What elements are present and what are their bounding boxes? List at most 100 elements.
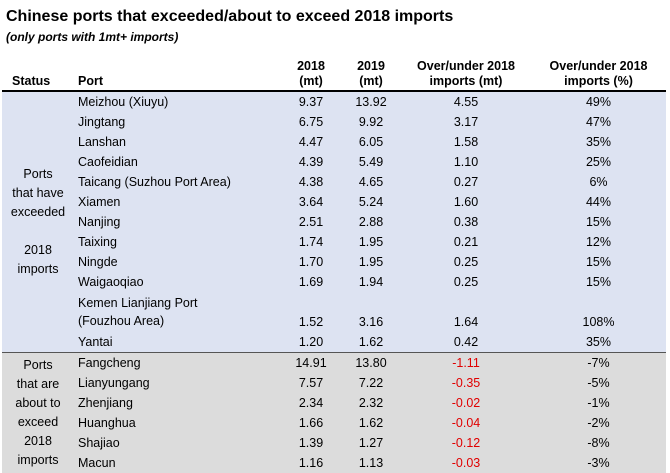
value-2019-cell: 1.13 bbox=[341, 453, 401, 473]
header-over-mt: Over/under 2018 imports (mt) bbox=[401, 58, 531, 91]
value-2018-cell: 1.70 bbox=[281, 252, 341, 272]
over-under-mt-cell: 0.38 bbox=[401, 212, 531, 232]
group-about-to-exceed: Ports that are about to exceed 2018 impo… bbox=[2, 353, 666, 473]
port-name-cell: Fangcheng bbox=[74, 353, 281, 374]
value-2018-cell: 4.47 bbox=[281, 132, 341, 152]
over-under-pct-cell: -8% bbox=[531, 433, 666, 453]
value-2019-cell: 4.65 bbox=[341, 172, 401, 192]
over-under-mt-cell: -0.03 bbox=[401, 453, 531, 473]
over-under-pct-cell: 25% bbox=[531, 152, 666, 172]
value-2018-cell: 2.51 bbox=[281, 212, 341, 232]
over-under-mt-cell: 1.64 bbox=[401, 292, 531, 332]
port-name-cell: Ningde bbox=[74, 252, 281, 272]
value-2019-cell: 1.62 bbox=[341, 413, 401, 433]
value-2018-cell: 6.75 bbox=[281, 112, 341, 132]
value-2019-cell: 2.32 bbox=[341, 393, 401, 413]
ports-table: Status Port 2018 (mt) 2019 (mt) Over/und… bbox=[2, 58, 666, 473]
over-under-mt-cell: -0.04 bbox=[401, 413, 531, 433]
over-under-pct-cell: -5% bbox=[531, 373, 666, 393]
port-name-cell: Macun bbox=[74, 453, 281, 473]
value-2018-cell: 9.37 bbox=[281, 91, 341, 112]
over-under-pct-cell: 49% bbox=[531, 91, 666, 112]
table-header: Status Port 2018 (mt) 2019 (mt) Over/und… bbox=[2, 58, 666, 91]
value-2019-cell: 1.95 bbox=[341, 232, 401, 252]
over-under-pct-cell: 44% bbox=[531, 192, 666, 212]
value-2019-cell: 5.24 bbox=[341, 192, 401, 212]
port-name-cell: Lanshan bbox=[74, 132, 281, 152]
status-label: Ports that are about to exceed 2018 impo… bbox=[15, 358, 60, 467]
over-under-pct-cell: -2% bbox=[531, 413, 666, 433]
table-row: Ports that are about to exceed 2018 impo… bbox=[2, 353, 666, 374]
header-row: Status Port 2018 (mt) 2019 (mt) Over/und… bbox=[2, 58, 666, 91]
port-name-cell: Lianyungang bbox=[74, 373, 281, 393]
over-under-mt-cell: 0.25 bbox=[401, 252, 531, 272]
over-under-pct-cell: 35% bbox=[531, 332, 666, 353]
value-2019-cell: 1.94 bbox=[341, 272, 401, 292]
value-2019-cell: 13.80 bbox=[341, 353, 401, 374]
page-subtitle: (only ports with 1mt+ imports) bbox=[6, 30, 178, 44]
value-2019-cell: 1.62 bbox=[341, 332, 401, 353]
over-under-pct-cell: -3% bbox=[531, 453, 666, 473]
over-under-mt-cell: 0.21 bbox=[401, 232, 531, 252]
value-2019-cell: 9.92 bbox=[341, 112, 401, 132]
header-2018: 2018 (mt) bbox=[281, 58, 341, 91]
value-2018-cell: 7.57 bbox=[281, 373, 341, 393]
over-under-pct-cell: 15% bbox=[531, 252, 666, 272]
status-cell: Ports that have exceeded 2018 imports bbox=[2, 91, 74, 353]
status-label: Ports that have exceeded 2018 imports bbox=[11, 167, 65, 276]
port-name-cell: Meizhou (Xiuyu) bbox=[74, 91, 281, 112]
page-title: Chinese ports that exceeded/about to exc… bbox=[6, 8, 453, 26]
value-2019-cell: 2.88 bbox=[341, 212, 401, 232]
over-under-pct-cell: 35% bbox=[531, 132, 666, 152]
over-under-mt-cell: 0.25 bbox=[401, 272, 531, 292]
group-exceeded: Ports that have exceeded 2018 imports Mei… bbox=[2, 91, 666, 353]
status-cell: Ports that are about to exceed 2018 impo… bbox=[2, 353, 74, 473]
value-2019-cell: 1.27 bbox=[341, 433, 401, 453]
header-status: Status bbox=[2, 58, 74, 91]
value-2018-cell: 3.64 bbox=[281, 192, 341, 212]
value-2018-cell: 1.66 bbox=[281, 413, 341, 433]
port-name-cell: Taixing bbox=[74, 232, 281, 252]
over-under-pct-cell: 47% bbox=[531, 112, 666, 132]
over-under-mt-cell: -1.11 bbox=[401, 353, 531, 374]
port-name-cell: Kemen Lianjiang Port (Fouzhou Area) bbox=[74, 292, 281, 332]
value-2019-cell: 1.95 bbox=[341, 252, 401, 272]
over-under-pct-cell: 15% bbox=[531, 272, 666, 292]
value-2018-cell: 1.16 bbox=[281, 453, 341, 473]
value-2018-cell: 1.69 bbox=[281, 272, 341, 292]
over-under-mt-cell: 1.60 bbox=[401, 192, 531, 212]
over-under-mt-cell: 0.27 bbox=[401, 172, 531, 192]
header-2019: 2019 (mt) bbox=[341, 58, 401, 91]
port-name-cell: Waigaoqiao bbox=[74, 272, 281, 292]
header-port: Port bbox=[74, 58, 281, 91]
value-2019-cell: 7.22 bbox=[341, 373, 401, 393]
over-under-pct-cell: -1% bbox=[531, 393, 666, 413]
value-2018-cell: 14.91 bbox=[281, 353, 341, 374]
port-name-cell: Jingtang bbox=[74, 112, 281, 132]
over-under-pct-cell: 108% bbox=[531, 292, 666, 332]
over-under-mt-cell: -0.35 bbox=[401, 373, 531, 393]
port-name-cell: Xiamen bbox=[74, 192, 281, 212]
value-2018-cell: 4.39 bbox=[281, 152, 341, 172]
over-under-pct-cell: 12% bbox=[531, 232, 666, 252]
over-under-mt-cell: 4.55 bbox=[401, 91, 531, 112]
port-name-cell: Caofeidian bbox=[74, 152, 281, 172]
value-2018-cell: 1.39 bbox=[281, 433, 341, 453]
port-name-cell: Shajiao bbox=[74, 433, 281, 453]
value-2018-cell: 1.74 bbox=[281, 232, 341, 252]
